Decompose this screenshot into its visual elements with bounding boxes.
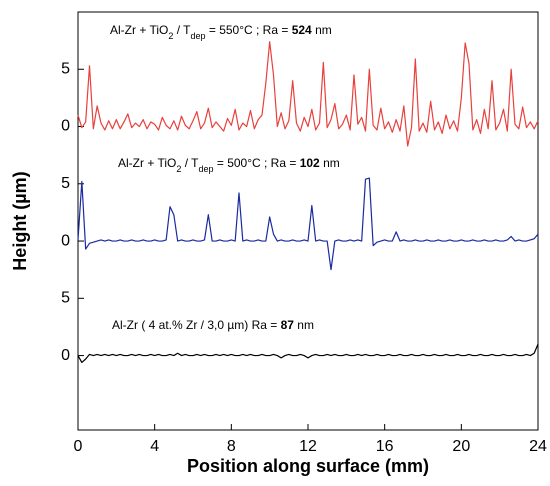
annotation: Al-Zr ( 4 at.% Zr / 3,0 µm) Ra = 87 nm xyxy=(112,318,314,332)
y-tick-label: 0 xyxy=(61,118,70,135)
x-tick-label: 24 xyxy=(529,438,547,455)
profile-line xyxy=(77,41,539,147)
x-tick-label: 16 xyxy=(376,438,394,455)
profile-line xyxy=(77,177,539,271)
y-axis-title: Height (µm) xyxy=(10,171,30,270)
x-tick-label: 8 xyxy=(227,438,236,455)
y-tick-label: 5 xyxy=(61,60,70,77)
x-tick-label: 12 xyxy=(299,438,317,455)
plot-frame xyxy=(77,11,539,431)
y-tick-label: 5 xyxy=(61,290,70,307)
x-tick-label: 20 xyxy=(452,438,470,455)
x-tick-label: 4 xyxy=(150,438,159,455)
y-tick-label: 0 xyxy=(61,232,70,249)
y-tick-label: 5 xyxy=(61,175,70,192)
x-axis-title: Position along surface (mm) xyxy=(187,456,429,476)
annotation: Al-Zr + TiO2 / Tdep = 500°C ; Ra = 102 n… xyxy=(118,156,340,174)
profile-line xyxy=(77,343,539,364)
x-tick-label: 0 xyxy=(74,438,83,455)
annotation: Al-Zr + TiO2 / Tdep = 550°C ; Ra = 524 n… xyxy=(110,23,332,41)
y-tick-label: 0 xyxy=(61,347,70,364)
